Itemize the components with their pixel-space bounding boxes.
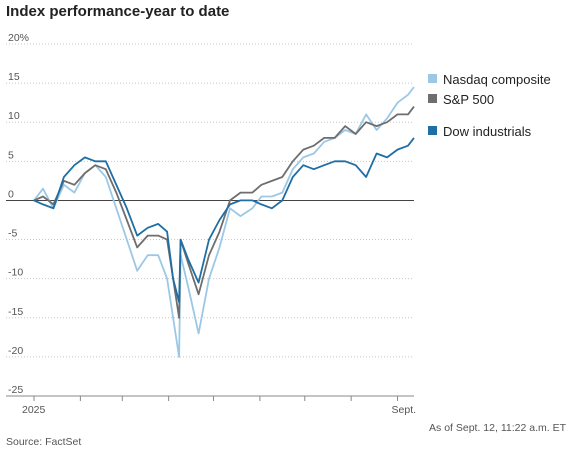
series-line-dow-industrials [33, 137, 415, 304]
y-axis-labels: -25 -20 -15 -10 -5 0 5 10 15 20% [8, 32, 29, 396]
timestamp-note: As of Sept. 12, 11:22 a.m. ET [429, 422, 567, 434]
y-tick-label: -5 [8, 228, 17, 240]
legend-label: Dow industrials [443, 124, 532, 139]
y-tick-label: 20% [8, 32, 29, 44]
source-note: Source: FactSet [6, 436, 81, 448]
legend-label: Nasdaq composite [443, 72, 551, 87]
series-line-s-p-500 [33, 106, 415, 319]
x-tick-label: 2025 [22, 404, 46, 416]
series-line-nasdaq-composite [33, 86, 415, 358]
legend-swatch [428, 94, 437, 103]
y-tick-label: -20 [8, 345, 23, 357]
y-tick-label: -15 [8, 306, 23, 318]
series-lines [33, 86, 415, 358]
legend: Nasdaq composite S&P 500 Dow industrials [428, 72, 551, 139]
y-tick-label: 10 [8, 110, 20, 122]
legend-label: S&P 500 [443, 92, 494, 107]
y-tick-label: 5 [8, 149, 14, 161]
y-tick-label: -10 [8, 267, 23, 279]
legend-swatch [428, 74, 437, 83]
chart-title: Index performance-year to date [6, 3, 230, 20]
y-gridlines [6, 43, 414, 358]
x-axis: 2025 Sept. [6, 395, 417, 416]
y-tick-label: 15 [8, 71, 20, 83]
x-tick-label: Sept. [392, 404, 417, 416]
y-tick-label: -25 [8, 384, 23, 396]
y-tick-label: 0 [8, 188, 14, 200]
legend-swatch [428, 126, 437, 135]
